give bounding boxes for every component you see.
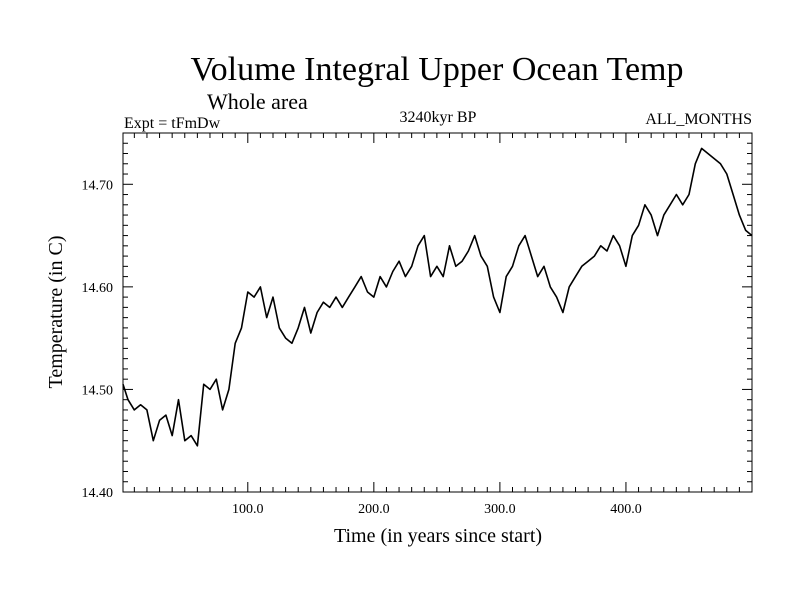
x-tick-label: 200.0 (358, 502, 390, 517)
months-label: ALL_MONTHS (645, 111, 752, 128)
y-tick-label: 14.40 (82, 486, 114, 501)
tick-labels: 100.0 200.0 300.0 400.0 14.40 14.50 14.60 14.70 (82, 178, 642, 517)
x-tick-label: 100.0 (232, 502, 264, 517)
plot-frame (122, 132, 753, 493)
y-tick-label: 14.50 (82, 383, 114, 398)
x-axis-label: Time (in years since start) (334, 525, 542, 547)
period-label: 3240kyr BP (400, 109, 477, 126)
axis-ticks (123, 133, 752, 492)
y-tick-label: 14.70 (82, 178, 114, 193)
experiment-label: Expt = tFmDw (124, 115, 221, 132)
x-tick-label: 400.0 (610, 502, 642, 517)
temperature-series-line (122, 147, 753, 447)
chart-subtitle: Whole area (207, 89, 308, 114)
y-axis-label: Temperature (in C) (45, 236, 67, 389)
y-tick-label: 14.60 (82, 281, 114, 296)
chart-title: Volume Integral Upper Ocean Temp (191, 51, 684, 88)
x-tick-label: 300.0 (484, 502, 516, 517)
